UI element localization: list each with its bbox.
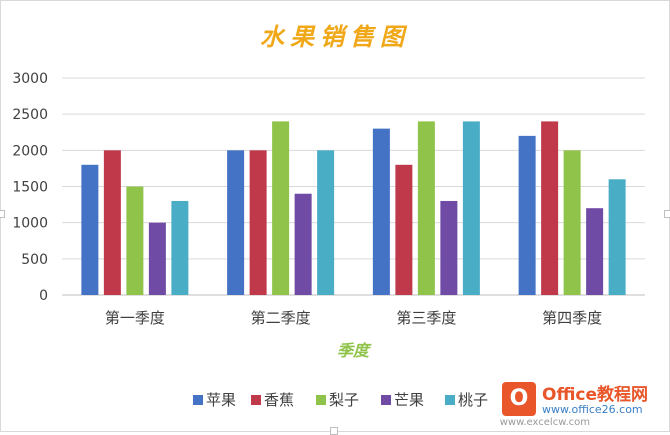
legend-entry[interactable]: 梨子: [329, 391, 359, 409]
bar[interactable]: [171, 201, 188, 295]
bar[interactable]: [564, 150, 581, 295]
legend-swatch: [316, 395, 326, 405]
legend-swatch: [251, 395, 261, 405]
legend-swatch: [381, 395, 391, 405]
bar[interactable]: [126, 187, 143, 296]
bar[interactable]: [609, 179, 626, 295]
y-tick-label: 0: [39, 288, 48, 304]
x-tick-label: 第三季度: [396, 309, 456, 327]
bar[interactable]: [104, 150, 121, 295]
bar[interactable]: [586, 208, 603, 295]
bar[interactable]: [463, 121, 480, 295]
legend-entry[interactable]: 苹果: [206, 391, 236, 409]
x-tick-label: 第二季度: [251, 309, 311, 327]
bar[interactable]: [250, 150, 267, 295]
legend-swatch: [445, 395, 455, 405]
x-axis-title: 季度: [337, 341, 372, 360]
bar[interactable]: [295, 194, 312, 295]
office-logo-icon: O: [502, 382, 536, 416]
bar[interactable]: [373, 129, 390, 295]
bar[interactable]: [149, 223, 166, 295]
bar[interactable]: [519, 136, 536, 295]
bar[interactable]: [541, 121, 558, 295]
legend-entry[interactable]: 芒果: [394, 391, 424, 409]
legend-swatch: [193, 395, 203, 405]
x-tick-label: 第一季度: [105, 309, 165, 327]
legend-entry[interactable]: 香蕉: [264, 391, 294, 409]
bar[interactable]: [440, 201, 457, 295]
watermark-name: Office教程网: [542, 380, 648, 405]
x-tick-label: 第四季度: [542, 309, 602, 327]
y-tick-label: 1500: [12, 180, 48, 196]
y-tick-label: 3000: [12, 71, 48, 87]
bar[interactable]: [272, 121, 289, 295]
y-tick-label: 1000: [12, 216, 48, 232]
watermark-url: www.office26.com: [542, 403, 643, 416]
watermark: O Office教程网 www.office26.com: [502, 380, 662, 426]
y-tick-label: 500: [21, 252, 48, 268]
bar[interactable]: [395, 165, 412, 295]
bar[interactable]: [317, 150, 334, 295]
y-tick-label: 2000: [12, 143, 48, 159]
y-tick-label: 2500: [12, 107, 48, 123]
bar[interactable]: [418, 121, 435, 295]
bar[interactable]: [227, 150, 244, 295]
legend-entry[interactable]: 桃子: [458, 391, 488, 409]
bar[interactable]: [81, 165, 98, 295]
